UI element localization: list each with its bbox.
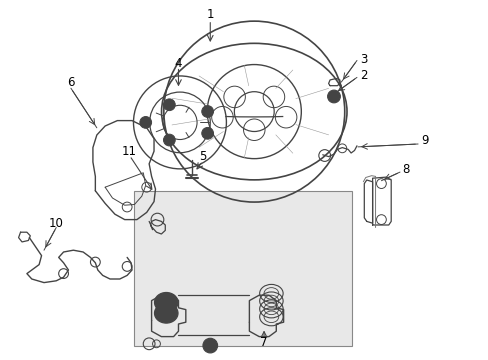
- Text: 10: 10: [49, 217, 63, 230]
- Circle shape: [202, 105, 213, 117]
- Circle shape: [203, 338, 217, 353]
- Circle shape: [163, 99, 175, 111]
- Text: 8: 8: [401, 163, 409, 176]
- Circle shape: [140, 117, 151, 128]
- Text: 11: 11: [122, 145, 137, 158]
- Ellipse shape: [154, 292, 178, 312]
- Text: 6: 6: [67, 76, 75, 89]
- Circle shape: [327, 90, 340, 103]
- Text: 3: 3: [360, 53, 367, 66]
- Text: 4: 4: [174, 57, 182, 69]
- Text: 9: 9: [421, 134, 428, 147]
- Text: 1: 1: [206, 8, 214, 21]
- Text: 5: 5: [199, 150, 206, 163]
- Text: 2: 2: [360, 69, 367, 82]
- Circle shape: [202, 127, 213, 139]
- Text: 7: 7: [260, 336, 267, 348]
- Circle shape: [163, 134, 175, 146]
- Ellipse shape: [154, 303, 178, 323]
- Bar: [134, 191, 351, 346]
